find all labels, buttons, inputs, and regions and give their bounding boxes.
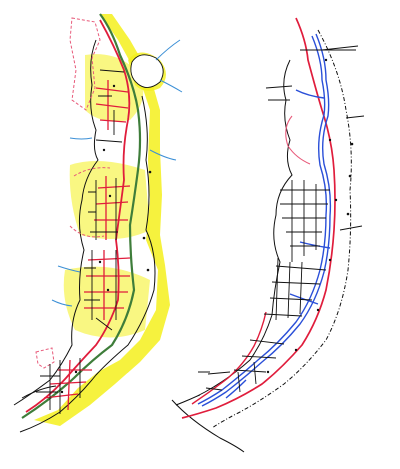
right-road-markers bbox=[266, 58, 354, 374]
river-stream-3 bbox=[149, 149, 177, 161]
black-local-streets bbox=[21, 69, 125, 414]
yellow-patch-south bbox=[63, 266, 150, 338]
river-stream-1 bbox=[155, 39, 181, 61]
pink-curve-north bbox=[285, 115, 311, 165]
right-map-panel bbox=[171, 17, 365, 453]
river-stream-4 bbox=[69, 137, 93, 140]
road-direction-markers bbox=[60, 84, 152, 394]
pink-dashed-boundary-west bbox=[35, 347, 55, 369]
pink-dashed-boundary-north bbox=[69, 17, 101, 111]
right-black-streets bbox=[175, 45, 365, 406]
river-stream-2 bbox=[159, 79, 183, 93]
river-stream-6 bbox=[51, 299, 73, 307]
right-urban-boundary-east bbox=[211, 29, 352, 429]
blue-dual-carriageway bbox=[197, 33, 332, 407]
red-arterial-right-2 bbox=[191, 311, 267, 405]
right-urban-boundary-west bbox=[175, 59, 293, 406]
right-south-curve bbox=[171, 399, 245, 453]
left-map-panel bbox=[13, 13, 183, 433]
left-urban-boundary bbox=[13, 39, 156, 433]
lake-shape bbox=[130, 54, 164, 88]
river-stream-5 bbox=[57, 265, 81, 273]
